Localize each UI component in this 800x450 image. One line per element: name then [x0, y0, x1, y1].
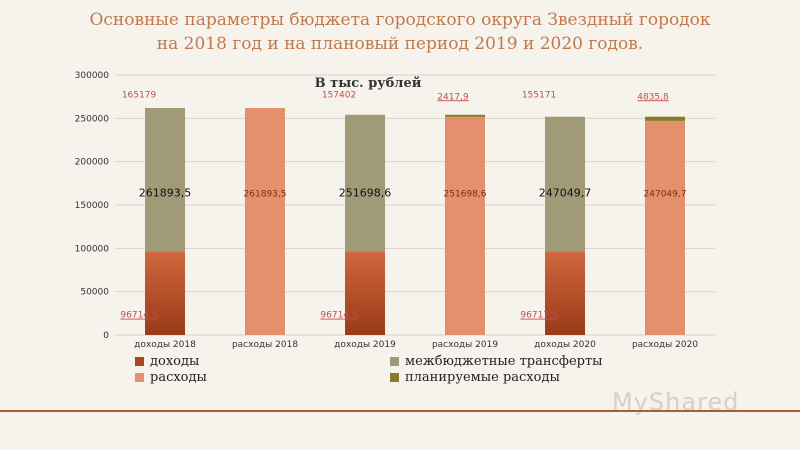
- legend-item-rashody: расходы: [135, 370, 207, 385]
- legend-label-rashody: расходы: [150, 370, 207, 385]
- y-tick-label: 50000: [80, 288, 109, 298]
- bar-mbt: [545, 116, 585, 252]
- x-tick-label: доходы 2019: [334, 340, 396, 350]
- plan-label: 4835,8: [637, 92, 669, 102]
- footer-divider: [0, 410, 800, 412]
- bar-rashody: [245, 108, 285, 335]
- legend-swatch-mbt: [390, 357, 399, 366]
- legend-swatch-rashody: [135, 373, 144, 382]
- mbt-label: 165179: [122, 91, 157, 101]
- legend-label-dohody: доходы: [150, 354, 200, 369]
- y-tick-label: 0: [103, 331, 109, 341]
- total-label: 251698,6: [339, 186, 392, 199]
- x-tick-label: расходы 2019: [432, 340, 498, 350]
- data-labels: 261893,5 165179 96714,5 261893,5 251698,6 157…: [120, 91, 686, 321]
- bar-dohody: [145, 251, 185, 335]
- bar-plan: [645, 116, 685, 121]
- legend-swatch-plan: [390, 373, 399, 382]
- bars: [145, 108, 685, 336]
- bar-dohody: [545, 251, 585, 335]
- total-label: 247049,7: [644, 189, 687, 199]
- legend-item-plan: планируемые расходы: [390, 370, 560, 385]
- legend-item-dohody: доходы: [135, 354, 199, 369]
- title-line-1: Основные параметры бюджета городского ок…: [89, 10, 711, 30]
- page-title: Основные параметры бюджета городского ок…: [0, 8, 800, 56]
- bar-mbt: [145, 108, 185, 252]
- total-label: 251698,6: [444, 189, 487, 199]
- title-line-2: на 2018 год и на плановый период 2019 и …: [156, 34, 644, 54]
- bar-mbt: [345, 114, 385, 252]
- plan-label: 2417,9: [437, 92, 469, 102]
- chart-subtitle: В тыс. рублей: [315, 76, 422, 91]
- x-tick-label: расходы 2018: [232, 340, 298, 350]
- y-tick-label: 100000: [75, 244, 110, 254]
- y-tick-label: 200000: [75, 158, 110, 168]
- y-axis: 0 50000 100000 150000 200000 250000 300000: [75, 71, 110, 341]
- x-tick-label: расходы 2020: [632, 340, 698, 350]
- legend-swatch-dohody: [135, 357, 144, 366]
- grid-lines: [115, 74, 715, 336]
- legend-label-mbt: межбюджетные трансферты: [405, 354, 603, 369]
- total-label: 261893,5: [244, 189, 287, 199]
- y-tick-label: 250000: [75, 114, 110, 124]
- bar-plan: [445, 114, 485, 117]
- dohody-label: 96714,5: [120, 311, 157, 321]
- bar-rashody: [445, 116, 485, 336]
- x-tick-label: доходы 2018: [134, 340, 196, 350]
- legend-label-plan: планируемые расходы: [405, 370, 560, 385]
- total-label: 261893,5: [139, 186, 192, 199]
- dohody-label: 96714,5: [320, 311, 357, 321]
- total-label: 247049,7: [539, 186, 592, 199]
- mbt-label: 157402: [322, 91, 356, 101]
- y-tick-label: 300000: [75, 71, 110, 81]
- bar-rashody: [645, 120, 685, 335]
- x-tick-label: доходы 2020: [534, 340, 596, 350]
- mbt-label: 155171: [522, 91, 556, 101]
- dohody-label: 96717,5: [520, 311, 557, 321]
- budget-chart: В тыс. рублей 0 50000 100000 150000 200000 25…: [75, 71, 715, 350]
- bar-dohody: [345, 251, 385, 335]
- legend-item-mbt: межбюджетные трансферты: [390, 354, 603, 369]
- y-tick-label: 150000: [75, 201, 110, 211]
- x-axis: доходы 2018 расходы 2018 доходы 2019 расход…: [134, 340, 698, 350]
